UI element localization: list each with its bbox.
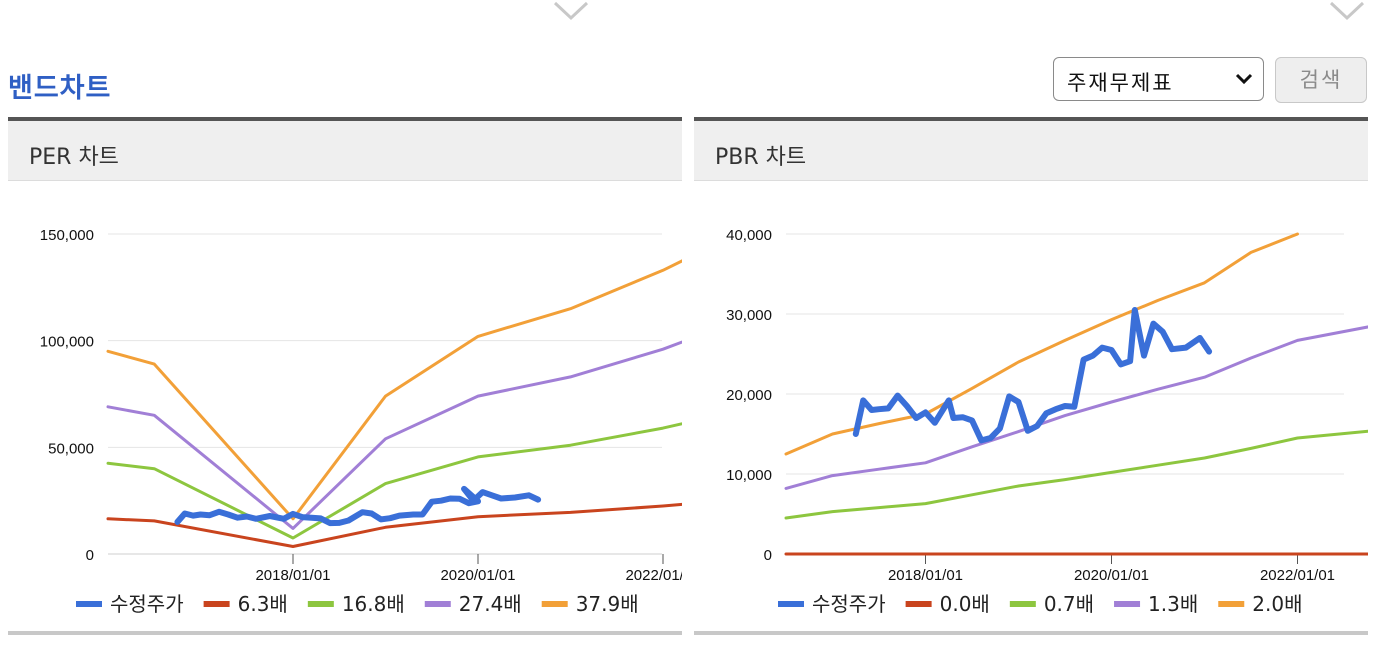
y-tick-label: 30,000 — [726, 307, 772, 324]
panel-header: PBR 차트 — [694, 117, 1368, 181]
x-tick-label: 2022/01/01 — [1260, 567, 1335, 584]
series-line-price — [174, 485, 542, 527]
legend-label: 16.8배 — [342, 592, 405, 616]
legend-label: 수정주가 — [812, 592, 886, 616]
legend-label: 27.4배 — [459, 592, 522, 616]
y-tick-label: 0 — [86, 547, 94, 564]
legend-label: 6.3배 — [238, 592, 288, 616]
y-tick-label: 100,000 — [40, 334, 94, 351]
legend-label: 37.9배 — [576, 592, 639, 616]
chevron-down-icon — [1235, 73, 1253, 85]
x-tick-label: 2018/01/01 — [255, 567, 330, 584]
series-line-price — [852, 307, 1213, 444]
y-tick-label: 50,000 — [48, 440, 94, 457]
series-line-band — [784, 325, 1368, 490]
chevron-down-icon — [553, 1, 589, 21]
panel-header: PER 차트 — [8, 117, 682, 181]
series-line-band — [106, 259, 682, 521]
panel-divider — [8, 631, 682, 635]
x-tick-label: 2020/01/01 — [1074, 567, 1149, 584]
y-tick-label: 150,000 — [40, 227, 94, 244]
y-tick-label: 0 — [764, 547, 772, 564]
y-tick-label: 40,000 — [726, 227, 772, 244]
series-line-band — [784, 429, 1368, 520]
statement-type-select[interactable]: 주재무제표 — [1053, 57, 1264, 101]
panel-title: PER 차트 — [29, 145, 119, 170]
pbr-chart-panel: PBR 차트 40,000 30,000 20,000 10,000 0 2018/01/… — [694, 117, 1368, 635]
pbr-line-chart: 40,000 30,000 20,000 10,000 0 2018/01/01 2020/… — [726, 227, 1368, 616]
x-tick-label: 2020/01/01 — [440, 567, 515, 584]
chevron-down-icon — [1329, 1, 1365, 21]
legend-label: 수정주가 — [110, 592, 184, 616]
per-chart-panel: PER 차트 150,000 100,000 50,000 0 2018/01/01 20… — [8, 117, 682, 635]
panel-divider — [694, 631, 1368, 635]
section-title: 밴드차트 — [8, 73, 112, 104]
x-tick-label: 2018/01/01 — [888, 567, 963, 584]
select-value: 주재무제표 — [1067, 71, 1174, 95]
per-line-chart: 150,000 100,000 50,000 0 2018/01/01 2020/01/0… — [40, 227, 682, 616]
legend-label: 0.0배 — [940, 592, 990, 616]
legend-label: 2.0배 — [1252, 592, 1302, 616]
legend-label: 1.3배 — [1148, 592, 1198, 616]
x-tick-label: 2022/01/01 — [625, 567, 682, 584]
series-line-band — [784, 232, 1299, 456]
panel-title: PBR 차트 — [715, 145, 807, 170]
y-tick-label: 10,000 — [726, 467, 772, 484]
series-line-band — [106, 340, 682, 530]
series-line-band — [106, 502, 682, 548]
y-tick-label: 20,000 — [726, 387, 772, 404]
legend-label: 0.7배 — [1044, 592, 1094, 616]
series-line-band — [106, 422, 682, 540]
search-button[interactable]: 검색 — [1275, 57, 1367, 103]
